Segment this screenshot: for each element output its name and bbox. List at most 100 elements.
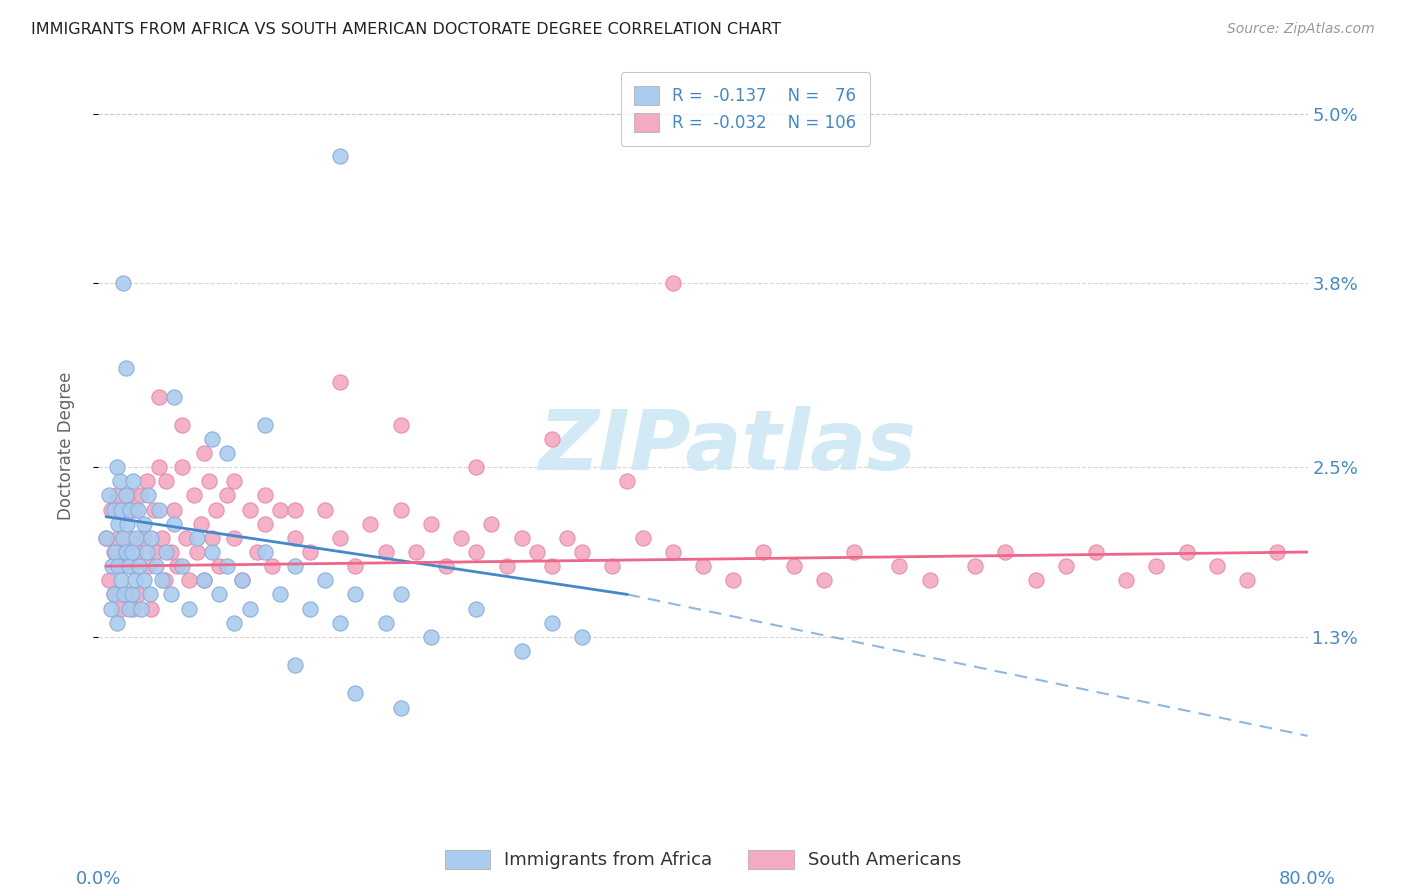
Point [246, 545, 269, 559]
Point [344, 559, 367, 574]
Point [122, 475, 145, 489]
Point [299, 601, 322, 615]
Point [115, 587, 138, 601]
Point [125, 545, 148, 559]
Point [107, 516, 129, 531]
Point [122, 601, 145, 615]
Point [602, 559, 624, 574]
Point [143, 502, 166, 516]
Text: ZIPatlas: ZIPatlas [538, 406, 917, 486]
Point [269, 587, 291, 601]
Point [1175, 545, 1198, 559]
Point [163, 502, 186, 516]
Point [215, 488, 238, 502]
Point [105, 488, 128, 502]
Point [141, 601, 163, 615]
Point [107, 531, 129, 545]
Point [389, 700, 412, 714]
Point [105, 460, 128, 475]
Point [163, 516, 186, 531]
Point [215, 559, 238, 574]
Point [145, 559, 167, 574]
Point [495, 559, 517, 574]
Point [994, 545, 1017, 559]
Point [170, 417, 193, 432]
Point [111, 531, 134, 545]
Point [186, 545, 208, 559]
Legend: Immigrants from Africa, South Americans: Immigrants from Africa, South Americans [436, 840, 970, 879]
Point [208, 559, 231, 574]
Point [253, 417, 276, 432]
Point [844, 545, 866, 559]
Point [540, 432, 562, 446]
Point [114, 545, 136, 559]
Point [314, 574, 336, 588]
Point [284, 531, 307, 545]
Point [1085, 545, 1108, 559]
Point [110, 574, 132, 588]
Point [329, 376, 352, 390]
Point [103, 502, 125, 516]
Point [224, 615, 246, 630]
Point [389, 417, 412, 432]
Point [889, 559, 911, 574]
Point [1115, 574, 1137, 588]
Point [111, 277, 134, 291]
Point [450, 531, 472, 545]
Point [150, 531, 173, 545]
Point [98, 574, 121, 588]
Point [1024, 574, 1046, 588]
Point [555, 531, 578, 545]
Point [179, 574, 201, 588]
Point [918, 574, 941, 588]
Point [374, 615, 396, 630]
Point [150, 574, 173, 588]
Point [132, 516, 155, 531]
Point [105, 615, 128, 630]
Point [344, 686, 367, 700]
Point [262, 559, 284, 574]
Point [692, 559, 714, 574]
Point [284, 559, 307, 574]
Point [205, 502, 228, 516]
Point [284, 658, 307, 673]
Text: 0.0%: 0.0% [76, 870, 121, 888]
Point [183, 488, 205, 502]
Point [329, 149, 352, 163]
Point [965, 559, 987, 574]
Point [329, 615, 352, 630]
Point [114, 488, 136, 502]
Point [170, 460, 193, 475]
Point [111, 502, 134, 516]
Point [170, 559, 193, 574]
Point [389, 587, 412, 601]
Point [129, 488, 152, 502]
Point [186, 531, 208, 545]
Point [314, 502, 336, 516]
Point [160, 587, 183, 601]
Point [813, 574, 835, 588]
Point [1054, 559, 1077, 574]
Point [139, 587, 162, 601]
Point [120, 502, 142, 516]
Point [231, 574, 253, 588]
Point [434, 559, 457, 574]
Point [253, 516, 276, 531]
Point [132, 574, 155, 588]
Point [193, 574, 215, 588]
Point [299, 545, 322, 559]
Point [224, 531, 246, 545]
Point [201, 531, 224, 545]
Point [125, 531, 148, 545]
Point [179, 601, 201, 615]
Point [190, 516, 212, 531]
Point [269, 502, 291, 516]
Point [420, 516, 443, 531]
Point [215, 446, 238, 460]
Point [510, 644, 533, 658]
Point [127, 502, 149, 516]
Point [100, 601, 122, 615]
Point [174, 531, 197, 545]
Point [153, 574, 176, 588]
Text: Source: ZipAtlas.com: Source: ZipAtlas.com [1227, 22, 1375, 37]
